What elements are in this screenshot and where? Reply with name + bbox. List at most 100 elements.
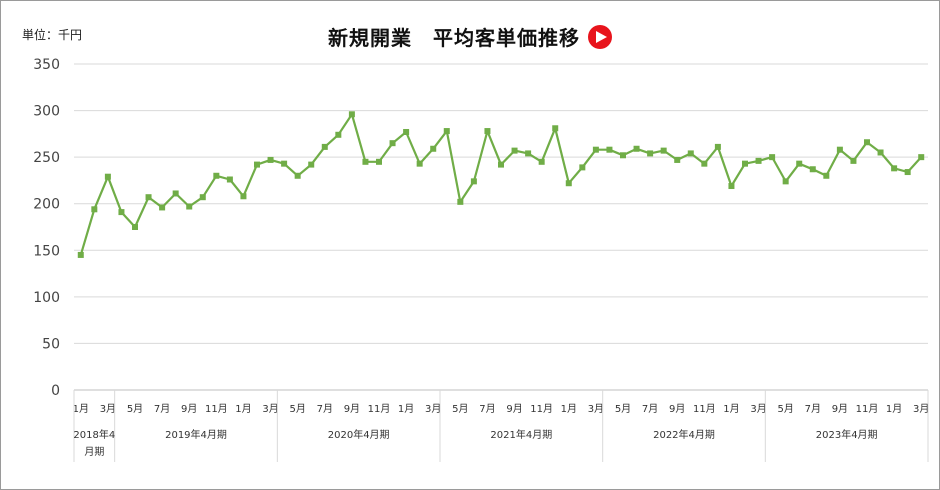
x-tick-label: 11月 bbox=[205, 403, 228, 415]
data-point bbox=[755, 157, 762, 164]
y-tick-label: 150 bbox=[33, 243, 60, 259]
x-tick-label: 1月 bbox=[235, 403, 251, 415]
x-tick-label: 5月 bbox=[289, 403, 305, 415]
x-tick-label: 7月 bbox=[317, 403, 333, 415]
x-tick-label: 5月 bbox=[127, 403, 143, 415]
chart-title: 新規開業 平均客単価推移 bbox=[328, 26, 580, 50]
data-point bbox=[132, 224, 138, 230]
x-tick-label: 1月 bbox=[723, 403, 739, 415]
data-point bbox=[620, 152, 626, 159]
x-tick-label: 7月 bbox=[642, 403, 658, 415]
x-tick-label: 5月 bbox=[615, 403, 631, 415]
data-point bbox=[470, 178, 477, 185]
x-tick-label: 1月 bbox=[561, 403, 577, 415]
data-point bbox=[511, 147, 518, 154]
data-point bbox=[918, 154, 925, 161]
x-tick-label: 11月 bbox=[368, 403, 391, 415]
x-tick-label: 5月 bbox=[777, 403, 793, 415]
group-label: 2018年4 bbox=[73, 428, 115, 441]
data-point bbox=[836, 146, 843, 153]
group-label: 2022年4月期 bbox=[653, 428, 715, 441]
data-point bbox=[891, 165, 898, 172]
data-point bbox=[647, 150, 654, 157]
y-tick-label: 0 bbox=[51, 383, 60, 399]
data-point bbox=[904, 169, 911, 176]
data-point bbox=[606, 146, 613, 153]
x-tick-label: 1月 bbox=[398, 403, 414, 415]
play-icon[interactable] bbox=[588, 24, 612, 49]
data-point bbox=[254, 161, 260, 168]
y-tick-label: 300 bbox=[33, 104, 60, 120]
data-point bbox=[823, 172, 830, 179]
title-wrap: 新規開業 平均客単価推移 bbox=[0, 22, 940, 51]
data-point bbox=[864, 139, 870, 146]
data-point bbox=[701, 160, 708, 167]
data-point bbox=[809, 166, 816, 173]
data-point bbox=[674, 156, 681, 163]
x-tick-label: 9月 bbox=[506, 403, 522, 415]
data-point bbox=[348, 111, 355, 118]
data-point bbox=[538, 158, 545, 165]
data-point bbox=[91, 206, 98, 213]
data-point bbox=[376, 158, 382, 165]
data-point bbox=[308, 161, 315, 168]
data-point bbox=[592, 146, 599, 153]
x-tick-label: 1月 bbox=[73, 403, 89, 415]
data-point bbox=[145, 194, 152, 201]
data-point bbox=[877, 149, 884, 156]
group-label: 2021年4月期 bbox=[490, 428, 552, 441]
data-point bbox=[579, 164, 586, 171]
data-point bbox=[633, 145, 640, 152]
data-point bbox=[389, 140, 396, 147]
x-tick-label: 9月 bbox=[181, 403, 197, 415]
data-point bbox=[660, 147, 667, 154]
data-point bbox=[294, 172, 301, 179]
data-point bbox=[796, 160, 803, 167]
data-point bbox=[281, 160, 288, 167]
data-point bbox=[104, 173, 111, 180]
series-line bbox=[79, 113, 923, 256]
data-point bbox=[118, 209, 125, 216]
x-tick-label: 3月 bbox=[588, 403, 604, 415]
data-point bbox=[457, 198, 464, 205]
x-tick-label: 9月 bbox=[832, 403, 848, 415]
data-point bbox=[850, 157, 857, 164]
group-label: 月期 bbox=[84, 446, 104, 458]
group-label: 2023年4月期 bbox=[816, 428, 878, 441]
x-tick-label: 9月 bbox=[344, 403, 360, 415]
data-point bbox=[321, 143, 328, 150]
x-tick-label: 3月 bbox=[750, 403, 766, 415]
data-point bbox=[403, 128, 410, 135]
unit-label: 単位：千円 bbox=[22, 28, 83, 42]
y-tick-label: 200 bbox=[33, 197, 60, 213]
x-tick-label: 11月 bbox=[530, 403, 553, 415]
data-point bbox=[335, 131, 342, 138]
group-label: 2019年4月期 bbox=[165, 428, 227, 441]
x-tick-label: 3月 bbox=[425, 403, 441, 415]
data-point bbox=[213, 172, 220, 179]
x-tick-label: 11月 bbox=[693, 403, 716, 415]
x-tick-label: 9月 bbox=[669, 403, 685, 415]
data-point bbox=[77, 251, 84, 258]
x-tick-label: 11月 bbox=[856, 403, 879, 415]
data-point bbox=[416, 160, 423, 167]
data-point bbox=[728, 183, 735, 190]
x-tick-label: 3月 bbox=[100, 403, 116, 415]
data-point bbox=[782, 178, 789, 185]
y-tick-label: 250 bbox=[33, 150, 60, 166]
x-tick-label: 3月 bbox=[913, 403, 929, 415]
data-point bbox=[199, 194, 206, 201]
x-tick-label: 1月 bbox=[886, 403, 902, 415]
data-point bbox=[226, 176, 233, 183]
data-point bbox=[552, 125, 559, 132]
y-tick-label: 350 bbox=[33, 57, 60, 73]
data-point bbox=[443, 128, 450, 135]
y-tick-label: 100 bbox=[33, 290, 60, 306]
y-tick-label: 50 bbox=[42, 336, 60, 352]
data-point bbox=[498, 161, 504, 168]
data-point bbox=[267, 156, 274, 163]
data-point bbox=[525, 150, 532, 157]
x-tick-label: 7月 bbox=[154, 403, 170, 415]
